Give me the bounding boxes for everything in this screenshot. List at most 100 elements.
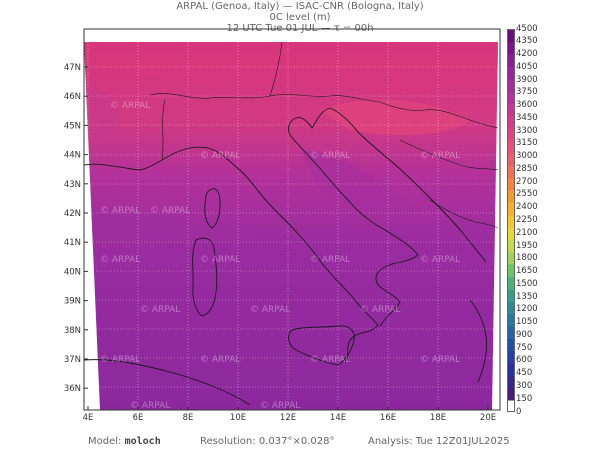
analysis-value: Tue 12Z01JUL2025 xyxy=(415,436,510,447)
colorbar-label: 2550 xyxy=(516,189,538,200)
colorbar-label: 1350 xyxy=(516,291,538,302)
colorbar-label: 1050 xyxy=(516,317,538,328)
lat-tick-label: 42N xyxy=(64,209,81,219)
colorbar-label: 2400 xyxy=(516,202,538,213)
colorbar-label: 0 xyxy=(516,406,522,417)
svg-text:© ARPAL: © ARPAL xyxy=(310,255,350,265)
lat-tick-label: 44N xyxy=(64,151,81,161)
svg-text:© ARPAL: © ARPAL xyxy=(360,305,400,315)
lat-tick-label: 40N xyxy=(64,267,81,277)
colorbar-label: 2850 xyxy=(516,163,538,174)
italy-coastline xyxy=(161,107,419,363)
footer-model: Model: moloch xyxy=(88,436,161,447)
lat-tick-label: 41N xyxy=(64,238,81,248)
colorbar-label: 4500 xyxy=(516,23,538,34)
corsica-coastline xyxy=(204,188,221,229)
svg-text:© ARPAL: © ARPAL xyxy=(150,206,190,216)
colorbar-label: 4350 xyxy=(516,36,538,47)
svg-text:© ARPAL: © ARPAL xyxy=(200,151,240,161)
lat-tick-label: 45N xyxy=(64,121,81,131)
national-borders xyxy=(149,41,499,229)
analysis-label: Analysis: xyxy=(368,436,413,447)
colorbar-label: 2100 xyxy=(516,227,538,238)
footer-resolution: Resolution: 0.037°×0.028° xyxy=(200,436,334,447)
colorbar-label: 1500 xyxy=(516,278,538,289)
colorbar-label: 900 xyxy=(516,329,533,340)
sardinia-coastline xyxy=(192,237,218,317)
lon-axis: 4E 6E 8E 10E 12E 14E 16E 18E 20E xyxy=(83,406,496,423)
svg-text:© ARPAL: © ARPAL xyxy=(250,305,290,315)
svg-text:© ARPAL: © ARPAL xyxy=(260,401,300,411)
lat-tick-label: 46N xyxy=(64,92,81,102)
footer-analysis: Analysis: Tue 12Z01JUL2025 xyxy=(368,436,510,447)
colorbar-label: 2700 xyxy=(516,176,538,187)
colorbar-label: 3900 xyxy=(516,74,538,85)
balkan-coastline xyxy=(329,107,487,263)
svg-text:© ARPAL: © ARPAL xyxy=(200,255,240,265)
map-title-line1: ARPAL (Genoa, Italy) — ISAC-CNR (Bologna… xyxy=(176,1,424,12)
lat-tick-label: 39N xyxy=(64,297,81,307)
colorbar-label: 1200 xyxy=(516,304,538,315)
svg-text:© ARPAL: © ARPAL xyxy=(310,151,350,161)
watermarks: © ARPAL © ARPAL © ARPAL © ARPAL © ARPAL … xyxy=(100,101,460,411)
lon-tick-label: 20E xyxy=(480,413,496,423)
africa-coastline xyxy=(83,359,251,406)
lat-tick-label: 38N xyxy=(64,326,81,336)
lat-tick-label: 47N xyxy=(64,63,81,73)
lon-tick-label: 4E xyxy=(83,413,94,423)
svg-text:© ARPAL: © ARPAL xyxy=(110,101,150,111)
colorbar xyxy=(507,29,515,412)
svg-text:© ARPAL: © ARPAL xyxy=(310,355,350,365)
svg-text:© ARPAL: © ARPAL xyxy=(100,355,140,365)
lon-tick-label: 10E xyxy=(230,413,246,423)
colorbar-label: 1800 xyxy=(516,253,538,264)
sicily-coastline xyxy=(288,325,355,366)
map-title-line2: 0C level (m) xyxy=(269,12,331,23)
svg-text:© ARPAL: © ARPAL xyxy=(420,151,460,161)
colorbar-label: 1650 xyxy=(516,266,538,277)
colorbar-label: 750 xyxy=(516,342,533,353)
colorbar-label: 4200 xyxy=(516,49,538,60)
colorbar-label: 3450 xyxy=(516,112,538,123)
lat-axis: 47N 46N 45N 44N 43N 42N 41N 40N 39N 38N 37N 36N xyxy=(64,63,88,394)
lon-tick-label: 6E xyxy=(133,413,144,423)
svg-text:© ARPAL: © ARPAL xyxy=(420,355,460,365)
coastlines xyxy=(83,107,487,406)
field-patches xyxy=(84,42,498,250)
colorbar-label: 2250 xyxy=(516,215,538,225)
colorbar-label: 3150 xyxy=(516,138,538,149)
colorbar-label: 300 xyxy=(516,380,533,391)
resolution-label: Resolution: xyxy=(200,436,256,447)
colorbar-label: 4050 xyxy=(516,61,538,72)
model-label: Model: xyxy=(88,436,122,447)
lon-tick-label: 18E xyxy=(430,413,446,423)
lon-tick-label: 12E xyxy=(280,413,296,423)
lon-tick-label: 16E xyxy=(380,413,396,423)
colorbar-label: 3600 xyxy=(516,100,538,111)
lon-tick-label: 8E xyxy=(183,413,194,423)
resolution-value: 0.037°×0.028° xyxy=(258,436,335,447)
lat-tick-label: 43N xyxy=(64,180,81,190)
svg-text:© ARPAL: © ARPAL xyxy=(140,305,180,315)
svg-text:© ARPAL: © ARPAL xyxy=(420,255,460,265)
colorbar-label: 3750 xyxy=(516,87,538,98)
lat-tick-label: 37N xyxy=(64,355,81,365)
lat-tick-label: 36N xyxy=(64,384,81,394)
colorbar-label: 3300 xyxy=(516,125,538,136)
svg-text:© ARPAL: © ARPAL xyxy=(100,206,140,216)
colorbar-label: 1950 xyxy=(516,240,538,251)
model-value: moloch xyxy=(124,436,161,447)
colorbar-label: 600 xyxy=(516,355,533,366)
colorbar-label: 450 xyxy=(516,368,533,379)
colorbar-label: 3000 xyxy=(516,151,538,162)
svg-text:© ARPAL: © ARPAL xyxy=(130,401,170,411)
map-frame xyxy=(83,28,501,411)
lat-lon-grid xyxy=(84,42,498,410)
greece-coastline xyxy=(469,299,487,383)
lon-tick-label: 14E xyxy=(330,413,346,423)
france-coastline xyxy=(83,159,163,171)
svg-text:© ARPAL: © ARPAL xyxy=(100,255,140,265)
colorbar-label: 150 xyxy=(516,393,533,404)
svg-text:© ARPAL: © ARPAL xyxy=(200,355,240,365)
